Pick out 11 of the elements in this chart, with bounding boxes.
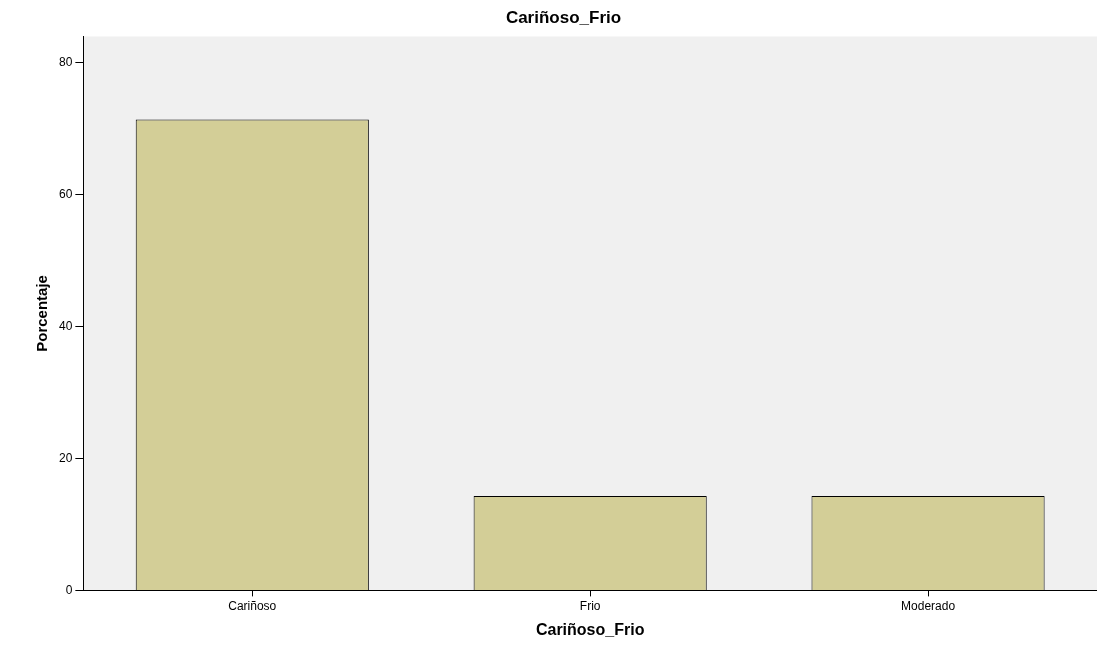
chart-title: Cariñoso_Frio <box>505 7 622 27</box>
x-axis-title: Cariñoso_Frio <box>535 620 645 638</box>
y-tick-label: 40 <box>58 318 73 333</box>
x-tick-label: Moderado <box>901 598 956 613</box>
x-tick-label: Frio <box>579 598 601 613</box>
x-tick-label: Cariñoso <box>228 598 277 613</box>
y-tick-label: 0 <box>65 582 73 597</box>
y-tick-label: 80 <box>58 55 73 70</box>
y-tick-label: 20 <box>58 450 73 465</box>
y-axis-title: Porcentaje <box>33 275 51 352</box>
y-tick-label: 60 <box>58 187 73 201</box>
